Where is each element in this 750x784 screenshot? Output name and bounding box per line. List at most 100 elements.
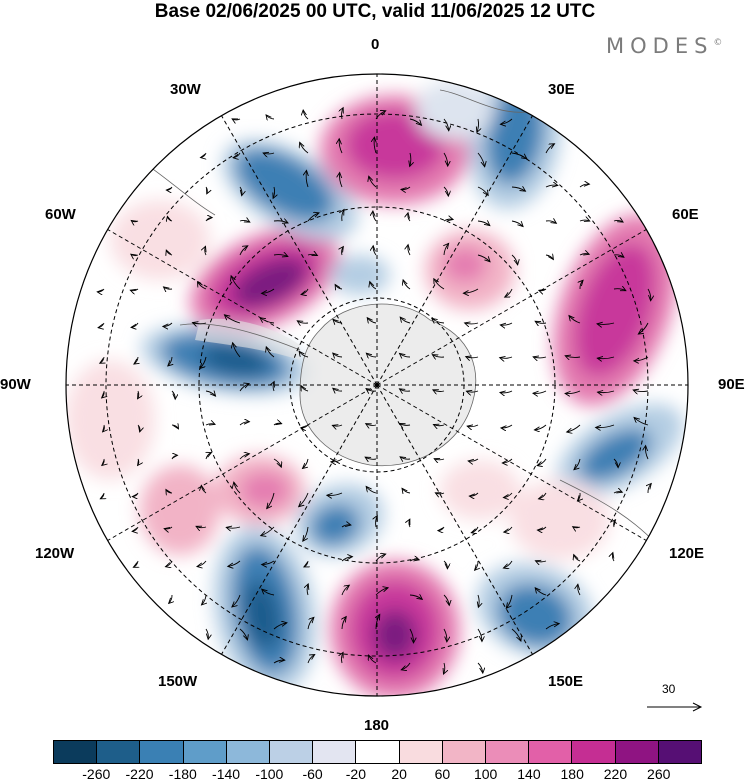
wind-vector-arrow [535, 321, 547, 323]
wind-vector-arrow [239, 186, 242, 196]
wind-vector-arrow [613, 289, 626, 291]
wind-vector-arrow [239, 454, 249, 460]
copyright-mark: © [713, 38, 723, 48]
wind-vector-arrow [545, 185, 558, 187]
wind-vector-arrow [100, 492, 104, 499]
meridian-line [99, 224, 378, 386]
wind-vector-arrow [273, 623, 287, 630]
colorbar-segment [658, 741, 702, 763]
wind-vector-arrow [137, 424, 140, 432]
colorbar-segment [399, 741, 443, 763]
wind-vector-arrow [433, 390, 445, 392]
wind-vector-arrow [374, 137, 376, 154]
wind-vector-arrow [307, 617, 314, 630]
colorbar-tick-label: -220 [125, 766, 154, 782]
anomaly-area [443, 247, 487, 283]
wind-vector-arrow [266, 115, 275, 119]
colorbar-tick-label: -140 [212, 766, 241, 782]
wind-vector-arrow [366, 389, 377, 392]
wind-vector-arrow [511, 152, 527, 159]
wind-vector-arrow [574, 555, 581, 562]
wind-vector-arrow [569, 316, 581, 324]
anomaly-area [345, 110, 445, 180]
wind-vector-arrow [504, 526, 513, 532]
wind-vector-arrow [500, 118, 513, 124]
wind-vector-arrow [134, 356, 138, 364]
wind-vector-arrow [410, 152, 411, 166]
wind-vector-arrow [342, 210, 344, 222]
wind-vector-arrow [573, 527, 581, 528]
graticule [66, 74, 688, 696]
wind-vector-arrow [577, 492, 580, 501]
wind-vector-arrow [533, 390, 547, 393]
wind-vector-arrow [201, 594, 206, 605]
colorbar-tick-label: 260 [647, 766, 671, 782]
brand-logo: MODES© [606, 34, 722, 58]
wind-vector-arrow [598, 391, 615, 393]
wind-vector-arrow [239, 422, 249, 426]
wind-vector-arrow [205, 391, 216, 396]
wind-vector-arrow [332, 425, 343, 426]
anomaly-area [232, 258, 308, 308]
wind-vector-arrow [402, 488, 411, 493]
wind-vector-arrow [131, 254, 139, 255]
wind-vector-arrow [206, 453, 211, 460]
wind-vector-arrow [443, 186, 448, 196]
wind-vector-arrow [511, 628, 521, 641]
anomaly-area [310, 504, 360, 546]
meridian-line [99, 384, 378, 546]
colorbar-tick-label: -180 [168, 766, 197, 782]
wind-vector-arrow [477, 628, 482, 642]
wind-vector-arrow [511, 220, 523, 227]
colorbar-segment [356, 741, 400, 763]
wind-vector-arrow [132, 492, 139, 497]
wind-vector-arrow [634, 356, 649, 361]
wind-vector-arrow [638, 322, 649, 334]
wind-vector-arrow [477, 186, 488, 195]
wind-vector-arrow [505, 288, 513, 297]
wind-vector-arrow [273, 221, 288, 223]
wind-vector-arrow [198, 282, 207, 290]
wind-vector-arrow [503, 560, 513, 568]
colorbar-tick-label: 60 [434, 766, 451, 782]
colorbar-tick-label: 100 [473, 766, 498, 782]
wind-vector-arrow [613, 220, 623, 222]
wind-vector-arrow [370, 282, 377, 290]
wind-vector-arrow [535, 588, 547, 596]
label-60w: 60W [45, 206, 76, 223]
wind-vector-arrow [260, 318, 275, 324]
wind-vector-arrow [539, 288, 547, 291]
wind-vector-arrow [307, 213, 319, 222]
wind-vector-arrow [299, 351, 309, 358]
wind-vector-arrow [597, 357, 615, 359]
colorbar-segment [97, 741, 141, 763]
wind-vector-arrow [613, 458, 618, 468]
wind-vector-arrow [467, 425, 479, 427]
wind-vector-arrow [545, 255, 553, 260]
wind-vector-arrow [340, 172, 343, 188]
wind-vector-arrow [477, 118, 479, 132]
wind-vector-arrow [307, 584, 308, 596]
wind-vector-arrow [301, 386, 309, 391]
colorbar-tick-label: -260 [82, 766, 111, 782]
meridian-line [376, 384, 655, 546]
wind-vector-arrow [500, 357, 513, 358]
wind-vector-arrow [545, 144, 555, 154]
wind-vector-arrow [614, 520, 616, 528]
wind-vector-arrow [535, 561, 547, 562]
meridian-line [376, 224, 655, 386]
wind-vector-arrow [469, 492, 479, 496]
wind-vector-arrow [273, 255, 288, 257]
wind-vector-arrow [534, 424, 547, 430]
latitude-circle [105, 113, 649, 657]
wind-vector-arrow [434, 459, 445, 460]
wind-vector-arrow [471, 526, 479, 533]
wind-vector-arrow [443, 560, 447, 569]
wind-vector-arrow [307, 254, 317, 255]
wind-vector-arrow [302, 458, 309, 468]
wind-vector-arrow [376, 516, 378, 528]
wind-vector-arrow [200, 152, 207, 158]
wind-vector-arrow [341, 585, 349, 596]
wind-vector-arrow [366, 424, 377, 426]
colorbar-ticks: -260 -220 -180 -140 -100 -60 -20 20 60 100 140 180 2… [0, 766, 750, 784]
